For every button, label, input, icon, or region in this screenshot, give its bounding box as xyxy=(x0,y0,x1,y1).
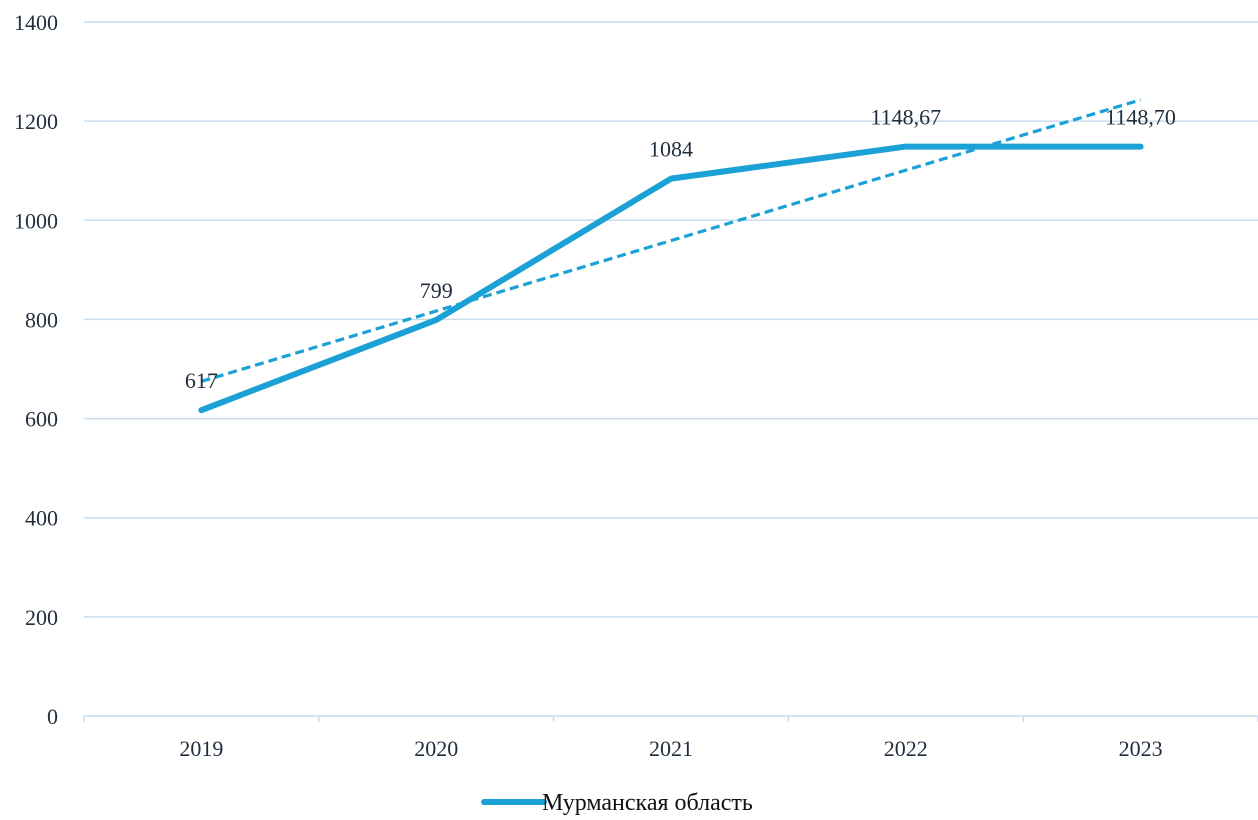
x-tick-label: 2019 xyxy=(179,736,223,761)
y-tick-label: 0 xyxy=(47,704,58,729)
y-axis-labels: 0 200 400 600 800 1000 1200 1400 xyxy=(14,10,58,729)
legend: Мурманская область xyxy=(481,790,753,816)
x-tick-label: 2021 xyxy=(649,736,693,761)
x-axis xyxy=(83,715,1258,722)
data-label: 1148,70 xyxy=(1105,105,1176,130)
data-label: 1148,67 xyxy=(870,105,941,130)
data-label: 799 xyxy=(420,278,453,303)
x-tick-label: 2020 xyxy=(414,736,458,761)
x-axis-labels: 2019 2020 2021 2022 2023 xyxy=(179,736,1162,761)
series-layer xyxy=(198,143,1144,414)
x-tick-label: 2022 xyxy=(884,736,928,761)
y-tick-label: 1400 xyxy=(14,10,58,35)
y-tick-label: 1000 xyxy=(14,208,58,233)
legend-label: Мурманская область xyxy=(542,790,753,816)
data-labels: 617 799 1084 1148,67 1148,70 xyxy=(185,105,1176,394)
y-tick-label: 800 xyxy=(25,307,58,332)
y-tick-label: 400 xyxy=(25,506,58,531)
grid-lines xyxy=(84,21,1258,618)
y-tick-label: 600 xyxy=(25,407,58,432)
data-label: 617 xyxy=(185,368,218,393)
y-tick-label: 200 xyxy=(25,605,58,630)
x-tick-label: 2023 xyxy=(1119,736,1163,761)
data-label: 1084 xyxy=(649,137,693,162)
y-tick-label: 1200 xyxy=(14,109,58,134)
series-line xyxy=(198,143,1144,414)
